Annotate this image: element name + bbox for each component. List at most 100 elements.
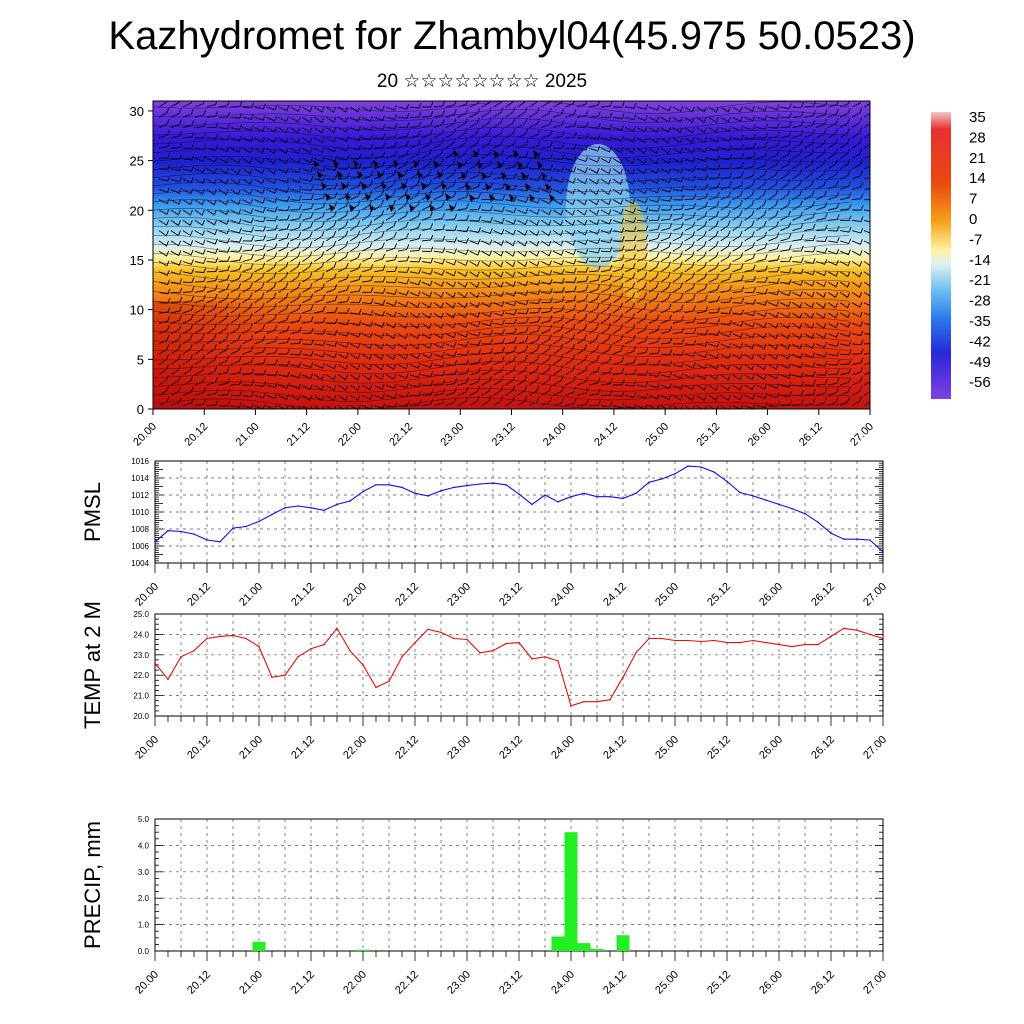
colorbar bbox=[931, 112, 951, 399]
pmsl-data-point bbox=[674, 473, 676, 475]
pmsl-xtick-label: 26.00 bbox=[757, 581, 785, 609]
pmsl-data-point bbox=[193, 533, 195, 535]
temp-data-point bbox=[362, 664, 364, 666]
temp-xtick-label: 24.12 bbox=[601, 734, 629, 762]
precip-xtick-label: 20.12 bbox=[185, 969, 213, 997]
precip-ytick-label: 1.0 bbox=[138, 921, 150, 930]
pmsl-xtick-label: 26.12 bbox=[809, 581, 837, 609]
temp-xtick-label: 21.12 bbox=[289, 734, 317, 762]
pmsl-data-point bbox=[219, 541, 221, 543]
temp-xtick-label: 22.00 bbox=[341, 734, 369, 762]
temp-data-point bbox=[570, 705, 572, 707]
temp-data-point bbox=[193, 649, 195, 652]
pmsl-grid bbox=[154, 460, 884, 564]
pmsl-data-point bbox=[687, 465, 689, 467]
temp-data-point bbox=[544, 656, 546, 658]
pmsl-data-point bbox=[206, 539, 208, 541]
temp-data-point bbox=[297, 656, 299, 658]
temp-data-point bbox=[752, 639, 754, 642]
temp-data-point bbox=[713, 639, 715, 642]
temp-data-point bbox=[817, 643, 819, 646]
pmsl-data-point bbox=[596, 495, 598, 498]
temp-data-point bbox=[219, 635, 221, 638]
heatmap-ytick-label: 20 bbox=[130, 203, 144, 218]
precip-bar bbox=[564, 832, 578, 951]
precip-xtick-label: 23.00 bbox=[445, 969, 473, 997]
pmsl-data-point bbox=[570, 495, 572, 498]
heatmap-xtick-label: 20.00 bbox=[131, 421, 159, 449]
temp-data-point bbox=[856, 629, 858, 632]
precip-xtick-label: 24.00 bbox=[549, 969, 577, 997]
heatmap-xtick-label: 20.12 bbox=[182, 421, 210, 449]
pmsl-xtick-label: 20.12 bbox=[185, 581, 213, 609]
pmsl-data-point bbox=[297, 505, 299, 507]
colorbar-label: 21 bbox=[969, 150, 986, 167]
pmsl-data-point bbox=[557, 501, 559, 503]
pmsl-data-point bbox=[869, 539, 871, 541]
temp-data-point bbox=[843, 627, 845, 630]
pmsl-data-point bbox=[154, 541, 156, 543]
colorbar-label: -7 bbox=[969, 231, 982, 248]
precip-xtick-label: 23.12 bbox=[497, 969, 525, 997]
temp-data-point bbox=[375, 686, 377, 689]
pmsl-xtick-label: 24.00 bbox=[549, 581, 577, 609]
temp-data-point bbox=[661, 637, 663, 640]
temp-data-point bbox=[635, 652, 637, 654]
temp-ytick-label: 25.0 bbox=[133, 610, 149, 619]
heatmap-xtick-label: 23.12 bbox=[490, 421, 518, 449]
precip-ylabel: PRECIP, mm bbox=[80, 821, 105, 949]
precip-xtick-label: 21.00 bbox=[237, 969, 265, 997]
pmsl-data-point bbox=[492, 482, 494, 484]
pmsl-data-point bbox=[271, 513, 273, 516]
temp-data-point bbox=[167, 678, 169, 681]
pmsl-data-point bbox=[388, 484, 390, 486]
colorbar-label: 28 bbox=[969, 129, 986, 146]
pmsl-data-point bbox=[453, 486, 455, 489]
temp-xtick-label: 26.00 bbox=[757, 734, 785, 762]
pmsl-data-point bbox=[336, 503, 338, 506]
pmsl-data-point bbox=[622, 497, 624, 500]
pmsl-data-point bbox=[310, 507, 312, 509]
pmsl-data-point bbox=[843, 538, 845, 540]
temp-data-point bbox=[518, 641, 520, 644]
temp-data-point bbox=[206, 637, 208, 640]
temp-data-point bbox=[154, 662, 156, 664]
precip-xtick-label: 25.00 bbox=[653, 969, 681, 997]
precip-xtick-label: 25.12 bbox=[705, 969, 733, 997]
pmsl-data-point bbox=[505, 484, 507, 486]
temp-data-point bbox=[596, 700, 598, 703]
pmsl-data-point bbox=[479, 483, 481, 485]
temp-data-point bbox=[869, 633, 871, 636]
heatmap-warm-tongue bbox=[619, 201, 647, 301]
pmsl-data-point bbox=[245, 525, 247, 528]
pmsl-data-point bbox=[349, 500, 351, 502]
temp-data-point bbox=[271, 676, 273, 678]
precip-minor-ticks bbox=[154, 818, 884, 961]
temp-xtick-label: 23.00 bbox=[445, 734, 473, 762]
temp-ylabel: TEMP at 2 M bbox=[80, 601, 105, 729]
pmsl-data-point bbox=[882, 551, 884, 553]
pmsl-data-point bbox=[180, 530, 182, 533]
heatmap-field bbox=[153, 101, 870, 409]
temp-data-point bbox=[882, 637, 884, 640]
precip-xtick-label: 22.12 bbox=[393, 969, 421, 997]
pmsl-xtick-label: 21.12 bbox=[289, 581, 317, 609]
temp-data-point bbox=[739, 641, 741, 644]
pmsl-xtick-label: 20.00 bbox=[133, 581, 161, 609]
pmsl-data-point bbox=[700, 466, 702, 468]
heatmap-warm-core bbox=[153, 301, 273, 409]
pmsl-data-point bbox=[778, 503, 780, 506]
precip-xtick-label: 20.00 bbox=[133, 969, 161, 997]
precip-ytick-label: 3.0 bbox=[138, 868, 150, 877]
chart-subtitle: 20 ☆☆☆☆☆☆☆☆ 2025 bbox=[376, 71, 588, 92]
temp-data-point bbox=[557, 660, 559, 662]
temp-data-point bbox=[622, 676, 624, 678]
precip-ytick-label: 4.0 bbox=[138, 841, 150, 850]
pmsl-data-point bbox=[284, 507, 286, 509]
precip-xtick-label: 27.00 bbox=[861, 969, 889, 997]
temp-data-point bbox=[336, 627, 338, 630]
temp-data-point bbox=[492, 649, 494, 652]
temp-series-line bbox=[154, 627, 884, 707]
precip-bar bbox=[356, 949, 370, 951]
